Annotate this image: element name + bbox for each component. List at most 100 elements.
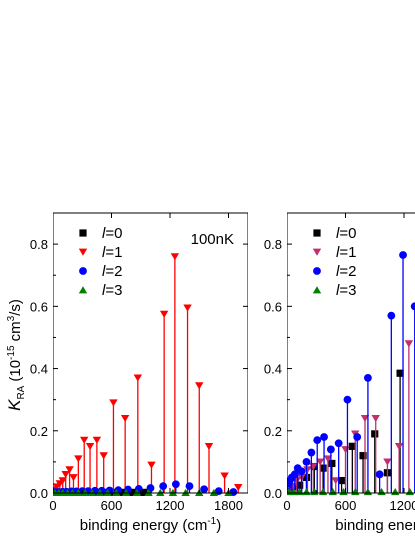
- legend-label-l: l: [336, 244, 340, 261]
- data-point: [147, 461, 156, 469]
- legend-label-l: l: [336, 225, 340, 242]
- data-point: [334, 439, 343, 448]
- legend-label-value: =0: [339, 225, 356, 242]
- x-axis-title-main: binding energy (cm: [80, 517, 208, 534]
- data-point: [353, 433, 362, 441]
- legend-label-l: l: [102, 282, 106, 299]
- data-point: [159, 482, 168, 491]
- legend-label: l=0: [102, 225, 122, 242]
- legend-label-value: =1: [105, 244, 122, 261]
- y-axis-title-exp: -15: [6, 345, 17, 360]
- legend-label: l=2: [102, 263, 122, 280]
- y-tick-label: 0.4: [264, 362, 282, 377]
- legend-label: l=2: [336, 263, 356, 280]
- data-point: [341, 446, 350, 454]
- y-axis-title: KRA (10-15 cm3/s): [5, 299, 27, 411]
- axes: [53, 212, 248, 494]
- y-axis-title-k: K: [5, 399, 24, 411]
- y-axis-title-paren: (10: [7, 360, 24, 382]
- x-axis-title: binding energy: [335, 517, 415, 534]
- data-point: [209, 488, 219, 497]
- y-axis-title-unit-exp: 3: [6, 315, 17, 321]
- plot-frame: [287, 212, 415, 494]
- data-point: [92, 436, 102, 444]
- data-point: [387, 311, 396, 320]
- series-l1: [287, 302, 415, 496]
- x-axis-title-exp: -1: [207, 516, 216, 527]
- data-layer: [287, 251, 415, 496]
- data-point: [307, 448, 316, 457]
- data-point: [371, 430, 379, 438]
- data-point: [68, 488, 77, 497]
- data-point: [359, 452, 367, 460]
- legend-label: l=3: [102, 282, 122, 299]
- data-point: [170, 253, 180, 261]
- data-point: [103, 488, 112, 497]
- data-layer: [53, 253, 243, 497]
- y-tick-label: 0.0: [30, 486, 48, 501]
- data-point: [171, 480, 180, 489]
- data-point: [302, 487, 311, 496]
- data-point: [204, 442, 214, 451]
- data-point: [315, 458, 325, 466]
- data-point: [328, 459, 336, 468]
- data-point: [195, 382, 204, 390]
- data-point: [396, 369, 404, 377]
- data-point: [80, 488, 90, 497]
- legend-label-l: l: [102, 244, 106, 261]
- legend-label-l: l: [102, 225, 106, 242]
- data-point: [128, 488, 136, 496]
- data-point: [112, 488, 121, 497]
- data-point: [360, 414, 370, 423]
- data-point: [61, 470, 70, 479]
- temperature-annotation: 100nK: [191, 231, 234, 248]
- data-point: [95, 488, 104, 497]
- data-point: [410, 302, 415, 311]
- data-point: [391, 487, 400, 496]
- legend-marker: [312, 286, 322, 294]
- y-tick-label: 0.2: [264, 424, 282, 439]
- legend-label-value: =0: [105, 225, 122, 242]
- legend-label-l: l: [336, 263, 340, 280]
- x-tick-label: 1200: [156, 498, 185, 513]
- data-point: [58, 477, 67, 485]
- x-tick-label: 600: [335, 498, 357, 513]
- series-l1: [53, 253, 243, 494]
- legend-label-l: l: [336, 282, 340, 299]
- data-point: [399, 251, 407, 259]
- data-point: [65, 466, 74, 474]
- data-point: [364, 373, 372, 382]
- y-axis-title-unit: cm: [7, 321, 24, 345]
- data-point: [74, 455, 83, 463]
- data-point: [319, 464, 327, 472]
- data-point: [405, 487, 415, 496]
- legend-label-l: l: [102, 263, 106, 280]
- y-tick-label: 0.4: [30, 362, 48, 377]
- data-point: [383, 458, 392, 466]
- data-point: [303, 466, 312, 474]
- data-point: [168, 488, 178, 497]
- data-point: [85, 442, 95, 451]
- x-tick-label: 600: [101, 498, 123, 513]
- data-point: [220, 472, 229, 480]
- legend-marker: [312, 248, 322, 256]
- x-tick-label: 0: [49, 498, 56, 513]
- data-point: [371, 414, 380, 423]
- data-point: [121, 488, 131, 497]
- legend-marker: [78, 286, 88, 294]
- x-tick-label: 0: [283, 498, 290, 513]
- data-point: [109, 399, 118, 407]
- data-point: [339, 487, 348, 496]
- chart-panel-2: 0.00.20.40.60.80 600 1200l=0l=1l=2l=3bindi…: [264, 212, 415, 534]
- data-point: [120, 414, 130, 423]
- legend-label-value: =3: [339, 282, 356, 299]
- y-axis-title-tail: /s): [7, 299, 24, 316]
- data-point: [320, 433, 328, 441]
- data-point: [159, 310, 169, 318]
- legend: l=0l=1l=2l=3: [312, 225, 356, 299]
- data-point: [343, 395, 352, 404]
- chart-panel-1: 0.00.20.40.60.80 600 1200 1800l=0l=1l=2l=31…: [5, 212, 248, 534]
- y-tick-label: 0.2: [30, 424, 48, 439]
- legend: l=0l=1l=2l=3: [78, 225, 122, 299]
